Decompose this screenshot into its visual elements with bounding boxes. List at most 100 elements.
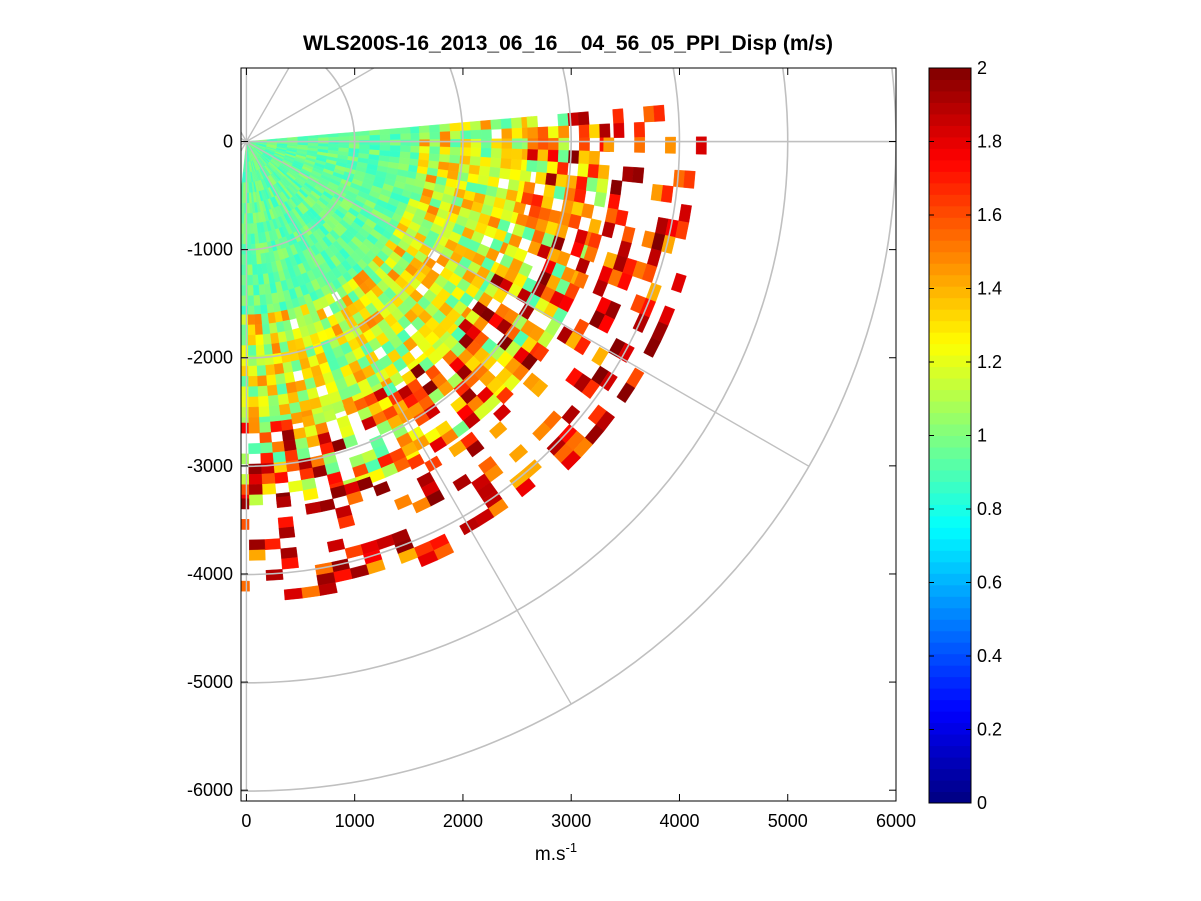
colorbar-band (929, 424, 971, 436)
x-tick-label: 6000 (876, 811, 916, 831)
scan-cell (247, 386, 259, 398)
scan-cell (241, 223, 245, 235)
scan-cell (588, 150, 601, 166)
scan-cell (278, 403, 291, 416)
scan-cell (490, 118, 502, 130)
scan-cell (547, 149, 559, 163)
colorbar-band (929, 745, 971, 758)
scan-cell (254, 313, 263, 326)
scan-cell (449, 154, 461, 165)
x-tick-label: 0 (241, 811, 251, 831)
azimuth-line (246, 68, 376, 143)
scan-cell (491, 138, 503, 149)
colorbar-band (929, 458, 971, 471)
scan-cell (241, 213, 245, 225)
colorbar-band (929, 79, 971, 92)
colorbar-band (929, 332, 971, 345)
scan-cell (450, 139, 462, 148)
scan-cell (439, 123, 451, 133)
scan-cell (480, 129, 492, 140)
scan-cell (284, 449, 299, 462)
scan-cell (280, 546, 298, 560)
scan-cell (537, 138, 549, 151)
scan-cell (257, 395, 269, 408)
scan-cell (285, 381, 298, 394)
scan-cell (379, 128, 391, 136)
colorbar-band (929, 378, 971, 391)
colorbar-band (929, 171, 971, 184)
scan-cell (379, 144, 391, 152)
azimuth-line (245, 141, 572, 705)
scan-cell (526, 159, 538, 173)
colorbar-band (929, 102, 971, 115)
scan-cell (532, 344, 550, 362)
scan-cell (252, 274, 259, 286)
scan-cell (587, 164, 600, 179)
colorbar-band (929, 343, 971, 356)
y-tick-label: -3000 (187, 456, 233, 476)
scan-cell (588, 123, 601, 139)
scan-cell (248, 406, 260, 418)
scan-cell (287, 391, 300, 405)
scan-cell (507, 179, 520, 192)
scan-cell (418, 125, 430, 134)
scan-cell (683, 170, 696, 189)
scan-cell (379, 134, 391, 141)
scan-cell (389, 145, 401, 152)
scan-cell (675, 220, 690, 240)
colorbar-tick-label: 1.2 (977, 352, 1002, 372)
x-tick-label: 1000 (335, 811, 375, 831)
colorbar-bands (929, 68, 971, 804)
colorbar-band (929, 538, 971, 551)
colorbar-band (929, 550, 971, 563)
colorbar-band (929, 217, 971, 230)
scan-cell (259, 442, 273, 454)
scan-cell (261, 323, 271, 335)
colorbar-ticks: 0 0.2 0.4 0.6 0.8 1 1.2 1.4 1.6 1.8 2 (929, 58, 1002, 813)
scan-cell (247, 365, 258, 377)
y-tick-label: 0 (223, 132, 233, 152)
scan-cell (264, 364, 276, 376)
scan-cell (247, 375, 258, 387)
colorbar-band (929, 688, 971, 701)
colorbar-tick-label: 0.8 (977, 499, 1002, 519)
scan-cell (527, 149, 539, 162)
scan-cell (259, 432, 272, 444)
scan-cell (249, 549, 266, 561)
scan-cell (490, 157, 502, 169)
scan-cell (260, 313, 270, 325)
scan-cell (510, 158, 523, 171)
colorbar-band (929, 274, 971, 287)
scan-cell (575, 176, 588, 191)
scan-cell (573, 188, 587, 204)
scan-cell (361, 415, 377, 431)
y-axis-ticks: 0 -1000 -2000 -3000 -4000 -5000 -6000 (187, 132, 896, 800)
scan-cell (537, 126, 549, 139)
scan-cell (281, 557, 299, 570)
scan-cell (277, 516, 294, 529)
scan-cell (616, 382, 636, 404)
scan-cell (448, 440, 467, 458)
scan-cell (547, 126, 559, 139)
colorbar-band (929, 619, 971, 632)
colorbar-band (929, 515, 971, 528)
colorbar-tick-label: 0.4 (977, 646, 1002, 666)
scan-cell (523, 181, 536, 195)
colorbar-band (929, 607, 971, 620)
scan-cell (274, 471, 289, 484)
scan-cell (261, 473, 276, 485)
scan-cell (247, 324, 256, 336)
scan-cell (511, 138, 523, 150)
scan-cell (266, 384, 278, 397)
y-tick-label: -5000 (187, 672, 233, 692)
scan-cell (526, 115, 539, 129)
colorbar-band (929, 584, 971, 597)
scan-cell (660, 185, 674, 203)
scan-cell (246, 233, 252, 245)
scan-cell (268, 322, 278, 335)
scan-cell (246, 254, 253, 266)
scan-cell (508, 444, 529, 463)
scan-cell (429, 146, 441, 155)
scan-cell (257, 273, 265, 286)
scan-cell (278, 526, 296, 539)
